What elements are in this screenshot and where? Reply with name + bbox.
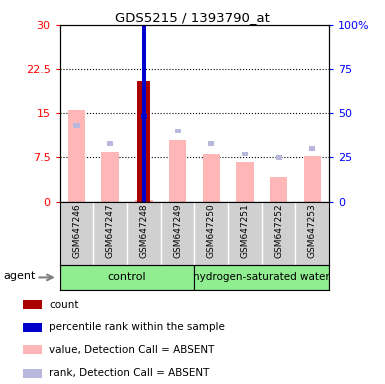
Bar (236, 162, 254, 202)
Bar (23, 369, 42, 378)
Bar (276, 155, 282, 160)
Text: GSM647249: GSM647249 (173, 204, 182, 258)
Bar (208, 141, 214, 146)
Text: agent: agent (4, 270, 36, 281)
Bar (23, 300, 42, 309)
Text: percentile rank within the sample: percentile rank within the sample (49, 322, 225, 332)
Text: GSM647252: GSM647252 (274, 204, 283, 258)
Bar (60, 265, 194, 290)
Bar (23, 323, 42, 332)
Text: GSM647246: GSM647246 (72, 204, 81, 258)
Text: control: control (108, 272, 146, 283)
Bar (101, 152, 119, 202)
Bar (137, 81, 150, 202)
Bar (68, 110, 85, 202)
Text: GSM647248: GSM647248 (139, 204, 148, 258)
Bar (309, 146, 315, 151)
Bar (303, 156, 321, 202)
Text: count: count (49, 300, 79, 310)
Bar (270, 177, 287, 202)
Bar (23, 345, 42, 354)
Bar (142, 0, 146, 202)
Bar (203, 154, 220, 202)
Bar (174, 129, 181, 133)
Text: GSM647250: GSM647250 (207, 204, 216, 258)
Text: GDS5215 / 1393790_at: GDS5215 / 1393790_at (115, 12, 270, 25)
Bar (135, 200, 152, 202)
Text: GSM647253: GSM647253 (308, 204, 317, 258)
Bar (74, 123, 80, 128)
Bar (169, 140, 186, 202)
Bar (194, 265, 329, 290)
Text: value, Detection Call = ABSENT: value, Detection Call = ABSENT (49, 345, 215, 355)
Text: GSM647247: GSM647247 (106, 204, 115, 258)
Bar (141, 114, 147, 119)
Bar (107, 141, 113, 146)
Text: hydrogen-saturated water: hydrogen-saturated water (193, 272, 330, 283)
Bar (242, 152, 248, 156)
Text: rank, Detection Call = ABSENT: rank, Detection Call = ABSENT (49, 368, 210, 378)
Text: GSM647251: GSM647251 (241, 204, 249, 258)
